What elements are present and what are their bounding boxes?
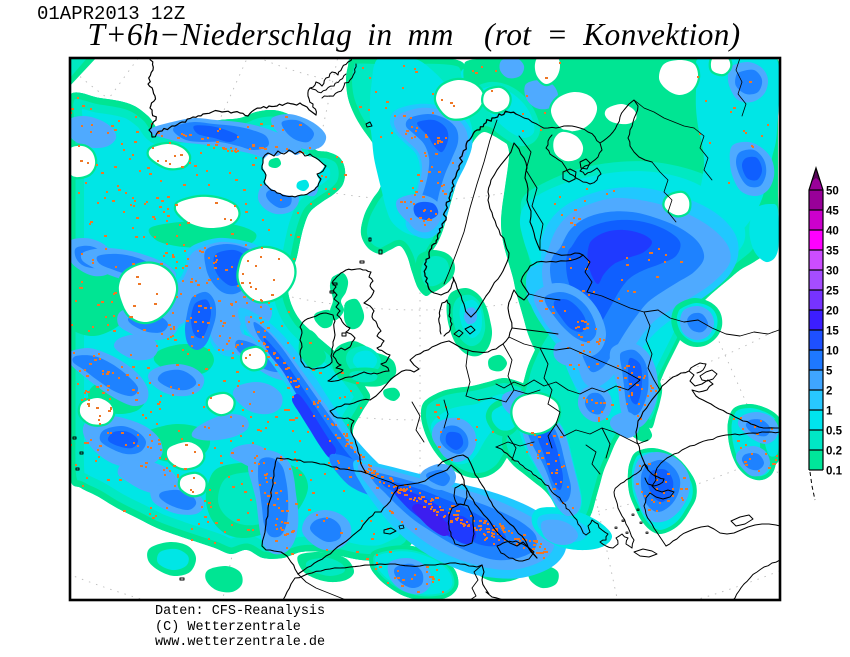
svg-text:0.2: 0.2	[826, 446, 842, 458]
svg-text:1: 1	[826, 406, 833, 418]
svg-text:10: 10	[826, 346, 839, 358]
svg-text:20: 20	[826, 306, 839, 318]
svg-text:2: 2	[826, 386, 832, 398]
svg-text:35: 35	[826, 246, 839, 258]
svg-text:25: 25	[826, 286, 839, 298]
svg-text:15: 15	[826, 326, 839, 338]
svg-text:50: 50	[826, 186, 839, 198]
svg-text:45: 45	[826, 206, 839, 218]
svg-text:0.5: 0.5	[826, 426, 843, 438]
svg-text:40: 40	[826, 226, 839, 238]
svg-text:0.1: 0.1	[826, 466, 843, 478]
svg-text:30: 30	[826, 266, 839, 278]
svg-text:5: 5	[826, 366, 833, 378]
